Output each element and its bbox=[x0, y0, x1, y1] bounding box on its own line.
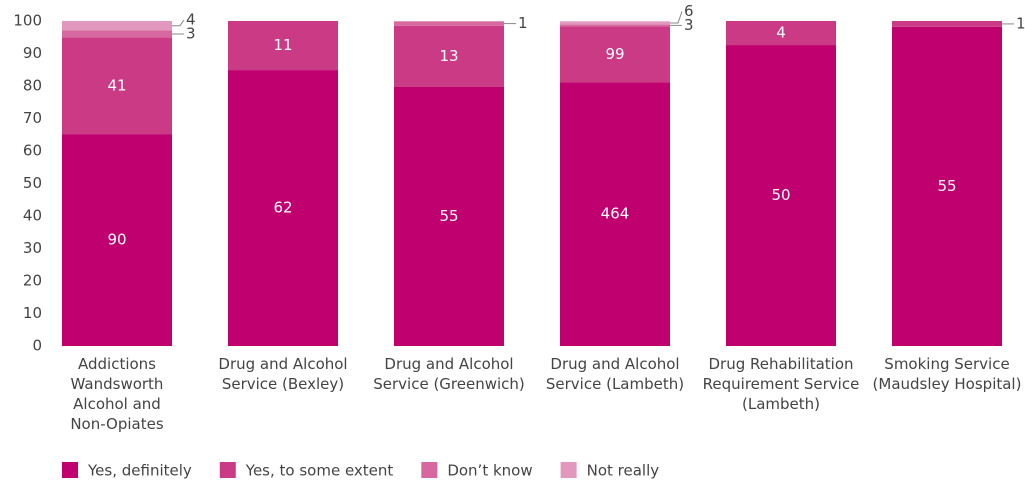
legend-label: Not really bbox=[587, 462, 660, 480]
bar-segment bbox=[892, 26, 1002, 346]
bar-segment bbox=[726, 45, 836, 347]
data-label: 90 bbox=[107, 231, 126, 249]
legend-label: Don’t know bbox=[447, 462, 532, 480]
x-tick-label: Drug and Alcohol Service (Lambeth) bbox=[545, 355, 685, 393]
y-tick-label: 60 bbox=[23, 142, 42, 160]
legend-swatch bbox=[219, 462, 236, 478]
leader-line bbox=[670, 11, 683, 24]
data-label: 55 bbox=[937, 177, 956, 195]
y-tick-label: 80 bbox=[23, 77, 42, 95]
data-label: 62 bbox=[273, 199, 292, 217]
data-label: 3 bbox=[684, 16, 694, 34]
data-label: 13 bbox=[439, 47, 458, 65]
data-label: 55 bbox=[439, 207, 458, 225]
data-label: 464 bbox=[601, 205, 630, 223]
data-label: 41 bbox=[107, 76, 126, 94]
y-tick-label: 90 bbox=[23, 44, 42, 62]
bar-segment bbox=[726, 21, 836, 46]
bar-segment bbox=[560, 24, 670, 27]
bar-segment bbox=[62, 37, 172, 135]
x-tick-label: Smoking Service (Maudsley Hospital) bbox=[872, 355, 1022, 393]
y-tick-label: 70 bbox=[23, 109, 42, 127]
data-label: 1 bbox=[1016, 14, 1025, 32]
legend-swatch bbox=[421, 462, 438, 478]
bar-segment bbox=[560, 21, 670, 25]
y-tick-label: 20 bbox=[23, 272, 42, 290]
bar-segment bbox=[560, 26, 670, 83]
bar-segment bbox=[62, 134, 172, 346]
bar-segment bbox=[560, 82, 670, 347]
x-tick-label: Addictions Wandsworth Alcohol and Non-Op… bbox=[70, 355, 164, 433]
y-tick-label: 40 bbox=[23, 207, 42, 225]
bar-segment bbox=[892, 21, 1002, 27]
bar-segment bbox=[394, 25, 504, 87]
y-tick-label: 10 bbox=[23, 304, 42, 322]
x-tick-label: Drug Rehabilitation Requirement Service … bbox=[702, 355, 860, 413]
data-label: 50 bbox=[771, 186, 790, 204]
data-label: 4 bbox=[186, 11, 196, 29]
y-tick-label: 50 bbox=[23, 174, 42, 192]
leader-line bbox=[172, 19, 185, 27]
data-label: 1 bbox=[518, 14, 528, 32]
data-label: 11 bbox=[273, 36, 292, 54]
y-tick-label: 100 bbox=[13, 12, 42, 30]
x-tick-label: Drug and Alcohol Service (Bexley) bbox=[218, 355, 348, 393]
data-label: 99 bbox=[605, 45, 624, 63]
data-label: 3 bbox=[186, 25, 196, 43]
bar-segment bbox=[62, 21, 172, 31]
x-tick-label: Drug and Alcohol Service (Greenwich) bbox=[373, 355, 525, 393]
bar-segment bbox=[394, 86, 504, 346]
legend-swatch bbox=[62, 462, 78, 478]
legend-label: Yes, to some extent bbox=[245, 462, 394, 480]
data-label: 4 bbox=[776, 24, 786, 42]
legend-swatch bbox=[560, 462, 577, 478]
bar-segment bbox=[228, 21, 338, 71]
y-tick-label: 0 bbox=[32, 337, 42, 355]
y-tick-label: 30 bbox=[23, 239, 42, 257]
bar-segment bbox=[394, 21, 504, 26]
bar-segment bbox=[62, 30, 172, 38]
data-label: 6 bbox=[684, 2, 694, 20]
legend-label: Yes, definitely bbox=[87, 462, 192, 480]
bar-segment bbox=[228, 70, 338, 346]
